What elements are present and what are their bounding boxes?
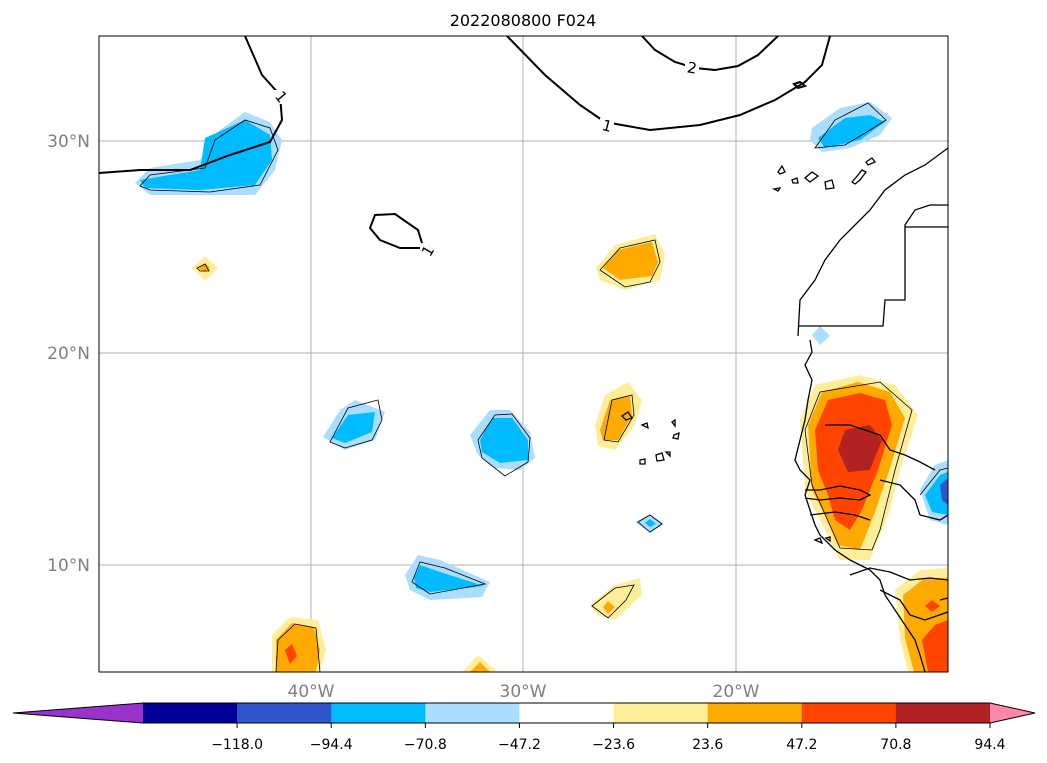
coastlines <box>620 147 948 672</box>
positive-anomaly-fills <box>192 234 948 672</box>
thin-contours <box>139 102 948 672</box>
colorbar-segment <box>143 703 238 723</box>
contour-label-1b: 1 <box>600 116 614 136</box>
lon-label-30w: 30°W <box>500 682 547 702</box>
colorbar: −118.0 −94.4 −70.8 −47.2 −23.6 23.6 47.2 70.8 94… <box>12 702 1036 753</box>
colorbar-extend-min <box>13 703 143 723</box>
colorbar-tick-label: 23.6 <box>692 737 723 753</box>
colorbar-segment <box>707 703 803 723</box>
lon-label-40w: 40°W <box>288 682 335 702</box>
colorbar-segment <box>331 703 426 723</box>
negative-anomaly-fills <box>135 102 948 600</box>
colorbar-tick-label: 94.4 <box>974 737 1005 753</box>
lon-label-20w: 20°W <box>713 682 760 702</box>
map-panel: 1 2 1 1 <box>98 35 949 673</box>
colorbar-tick-label: −118.0 <box>211 737 263 753</box>
colorbar-segment <box>801 703 897 723</box>
contour-labels: 1 2 1 1 <box>271 58 699 260</box>
colorbar-segment <box>895 703 991 723</box>
colorbar-segment <box>519 703 615 723</box>
map-frame <box>98 35 949 673</box>
colorbar-tick-label: 47.2 <box>786 737 817 753</box>
lat-label-30n: 30°N <box>47 132 90 152</box>
colorbar-tick-label: −47.2 <box>498 737 541 753</box>
map-title: 2022080800 F024 <box>450 11 597 30</box>
colorbar-tick-label: 70.8 <box>880 737 911 753</box>
colorbar-segment <box>425 703 520 723</box>
colorbar-segment <box>237 703 332 723</box>
lat-label-20n: 20°N <box>47 344 90 364</box>
lat-label-10n: 10°N <box>47 556 90 576</box>
thick-contours <box>99 36 831 249</box>
colorbar-outline <box>12 702 1036 724</box>
colorbar-segment <box>613 703 709 723</box>
colorbar-tick-label: −70.8 <box>404 737 447 753</box>
colorbar-tick-label: −94.4 <box>310 737 353 753</box>
colorbar-tick-label: −23.6 <box>592 737 635 753</box>
colorbar-extend-max <box>990 703 1035 723</box>
contour-label-2: 2 <box>686 58 699 77</box>
